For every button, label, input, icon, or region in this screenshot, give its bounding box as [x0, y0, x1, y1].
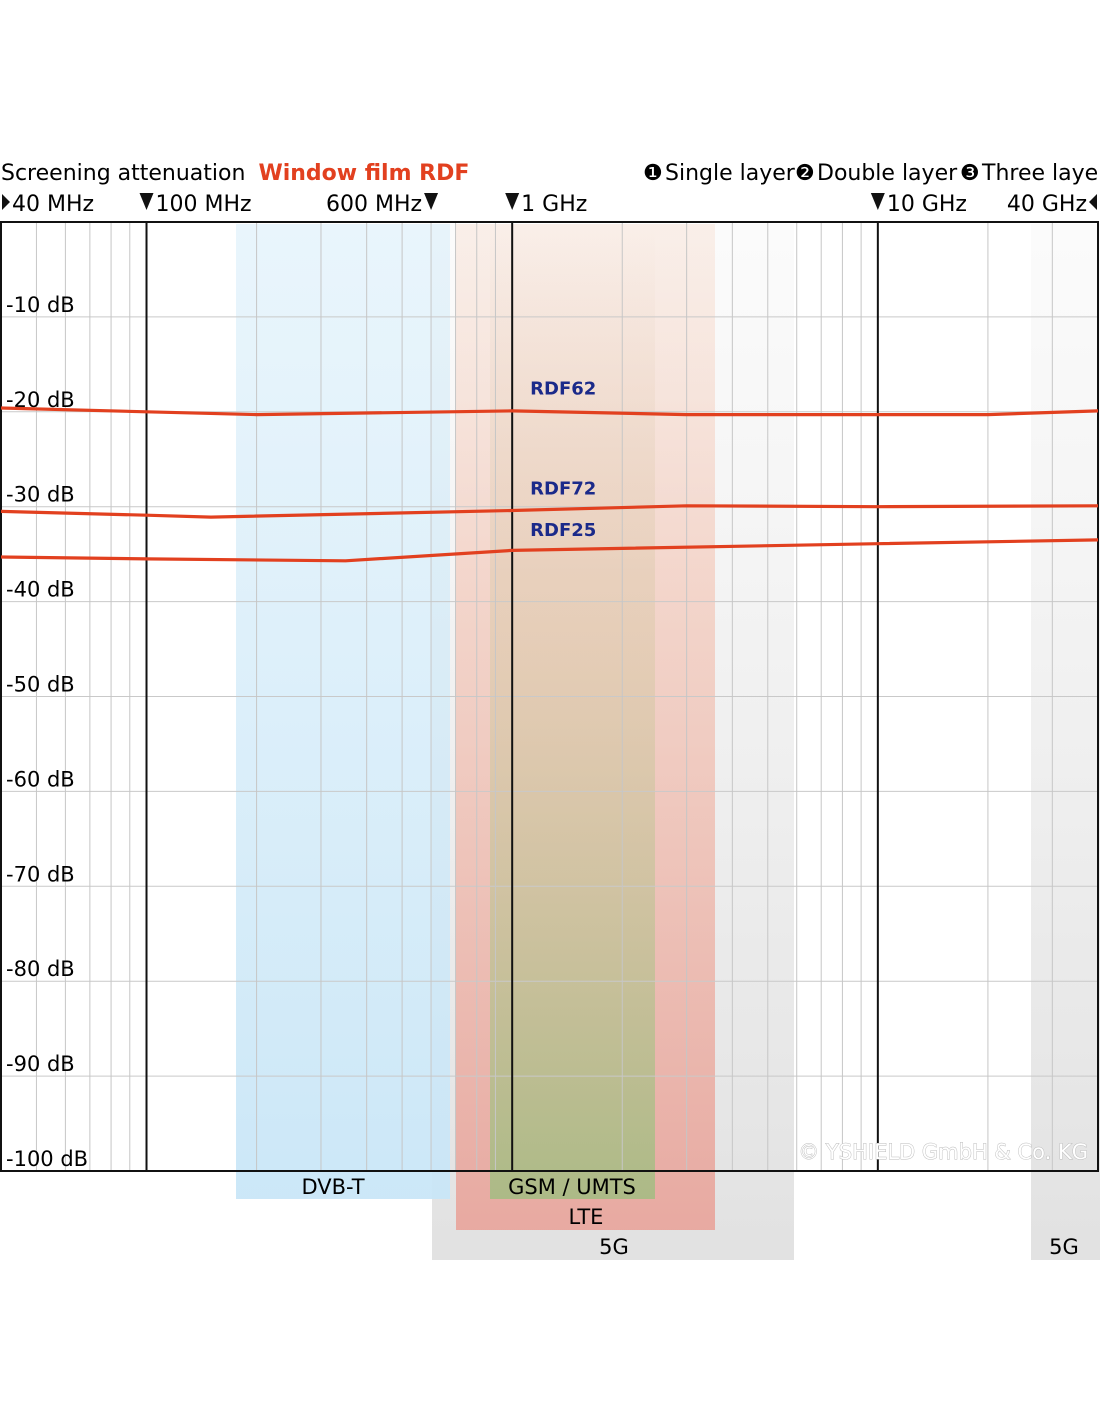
layer-marker-3: ❸	[960, 161, 980, 186]
x-marker-label: 600 MHz	[326, 192, 422, 217]
series-label-rdf25: RDF25	[530, 520, 596, 541]
plot-frame	[0, 221, 1099, 1172]
x-marker-label: 10 GHz	[887, 192, 967, 217]
band-label-lte: LTE	[569, 1205, 604, 1229]
series-line-rdf62	[0, 406, 1099, 417]
y-axis-labels: -10 dB-20 dB-30 dB-40 dB-50 dB-60 dB-70 …	[6, 293, 88, 1171]
marker-arrow-icon	[139, 193, 154, 210]
x-marker-label: 40 MHz	[12, 192, 94, 217]
x-marker-label: 1 GHz	[521, 192, 587, 217]
band-labels: DVB-T GSM / UMTS LTE 5G 5G	[301, 1175, 1078, 1259]
series-line-rdf72	[0, 504, 1099, 519]
layer-label-2: Double layer	[817, 161, 958, 186]
title-product: Window film RDF	[258, 161, 469, 186]
x-marker-label: 100 MHz	[156, 192, 252, 217]
layer-label-1: Single layer	[665, 161, 796, 186]
y-tick-label: -90 dB	[6, 1052, 75, 1076]
x-axis-markers: 40 MHz 100 MHz 600 MHz 1 GHz 10 GHz 40 GHz	[2, 192, 1097, 217]
band-label-5g-main: 5G	[599, 1235, 629, 1259]
band-gsm-umts	[490, 224, 655, 1199]
y-tick-label: -40 dB	[6, 578, 75, 602]
y-tick-label: -50 dB	[6, 673, 75, 697]
frequency-bands	[236, 224, 1100, 1260]
layer-marker-2: ❷	[795, 161, 815, 186]
y-tick-label: -10 dB	[6, 293, 75, 317]
marker-arrow-icon	[424, 193, 439, 210]
marker-arrow-icon	[1089, 194, 1097, 210]
marker-arrow-icon	[505, 193, 520, 210]
x-marker-label: 40 GHz	[1007, 192, 1087, 217]
marker-arrow-icon	[870, 193, 885, 210]
series-lines: RDF62 RDF72 RDF25	[0, 379, 1099, 563]
marker-arrow-icon	[2, 194, 10, 210]
title-prefix: Screening attenuation	[1, 161, 245, 186]
y-tick-label: -80 dB	[6, 957, 75, 981]
series-label-rdf72: RDF72	[530, 478, 596, 499]
band-label-5g-high: 5G	[1049, 1235, 1079, 1259]
band-label-dvb-t: DVB-T	[301, 1175, 364, 1199]
y-tick-label: -70 dB	[6, 862, 75, 886]
chart-grid	[1, 222, 1098, 1171]
copyright-watermark: © YSHIELD GmbH & Co. KG	[798, 1140, 1088, 1164]
chart-title: Screening attenuation Window film RDF	[1, 161, 469, 186]
series-line-rdf25	[0, 538, 1099, 563]
layer-marker-1: ❶	[643, 161, 663, 186]
y-tick-label: -100 dB	[6, 1147, 88, 1171]
layer-legend: ❶ Single layer ❷ Double layer ❸ Three la…	[643, 161, 1100, 186]
band-label-gsm-umts: GSM / UMTS	[508, 1175, 636, 1199]
band-5g-high	[1031, 224, 1100, 1260]
y-tick-label: -60 dB	[6, 767, 75, 791]
series-label-rdf62: RDF62	[530, 379, 596, 400]
layer-label-3: Three layer	[981, 161, 1100, 186]
y-tick-label: -30 dB	[6, 483, 75, 507]
band-dvb-t	[236, 224, 450, 1199]
